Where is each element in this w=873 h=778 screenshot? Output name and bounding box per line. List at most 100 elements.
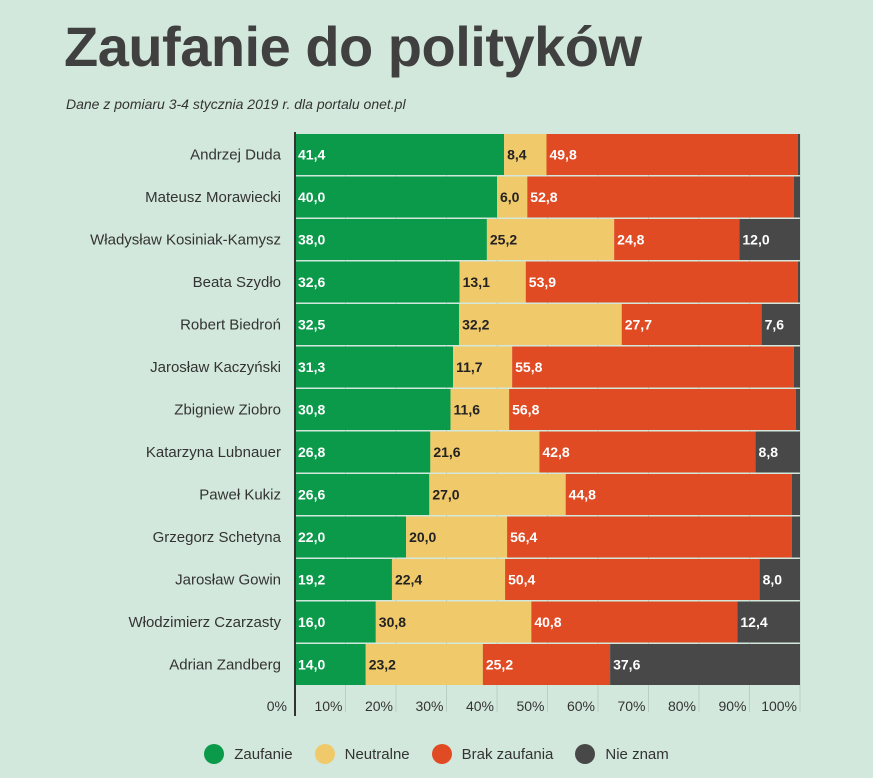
x-tick-label: 0% [267,698,287,714]
value-label-brak-zaufania-pawel-kukiz: 44,8 [569,487,596,503]
value-label-brak-zaufania-andrzej-duda: 49,8 [549,147,576,163]
bar-nie-znam-andrzej-duda [797,134,800,175]
value-label-brak-zaufania-zbigniew-ziobro: 56,8 [512,402,539,418]
category-label-andrzej-duda: Andrzej Duda [190,147,282,164]
bar-brak-zaufania-robert-biedron [621,304,762,345]
bar-brak-zaufania-katarzyna-lubnauer [539,431,756,473]
category-label-jaroslaw-gowin: Jarosław Gowin [175,572,281,589]
value-label-brak-zaufania-wlodzimierz-czarzasty: 40,8 [534,614,561,630]
value-label-zaufanie-adrian-zandberg: 14,0 [298,657,325,673]
bar-neutralne-jaroslaw-gowin [391,559,506,600]
value-label-zaufanie-mateusz-morawiecki: 40,0 [298,189,325,205]
category-label-robert-biedron: Robert Biedroń [180,317,281,334]
bar-neutralne-grzegorz-schetyna [406,516,508,558]
bar-nie-znam-wladyslaw-kosiniak-kamysz [739,219,800,260]
value-label-neutralne-zbigniew-ziobro: 11,6 [454,402,481,418]
value-label-zaufanie-wlodzimierz-czarzasty: 16,0 [298,614,325,630]
legend-item-neutralne: Neutralne [314,744,410,764]
legend-label-neutralne: Neutralne [344,745,410,763]
category-label-grzegorz-schetyna: Grzegorz Schetyna [153,529,282,546]
value-label-brak-zaufania-wladyslaw-kosiniak-kamysz: 24,8 [617,232,644,248]
bar-zaufanie-beata-szydlo [295,261,460,303]
value-label-brak-zaufania-beata-szydlo: 53,9 [529,274,556,290]
chart-legend: Zaufanie Neutralne Brak zaufania Nie zna… [0,744,873,764]
bar-nie-znam-katarzyna-lubnauer [755,431,800,473]
value-label-brak-zaufania-adrian-zandberg: 25,2 [486,657,513,673]
value-label-brak-zaufania-robert-biedron: 27,7 [625,317,652,333]
value-label-nie-znam-wladyslaw-kosiniak-kamysz: 12,0 [742,232,769,248]
value-label-brak-zaufania-mateusz-morawiecki: 52,8 [530,189,557,205]
bar-nie-znam-jaroslaw-kaczynski [793,346,800,388]
bar-neutralne-robert-biedron [459,304,622,345]
value-label-brak-zaufania-katarzyna-lubnauer: 42,8 [542,444,569,460]
bar-brak-zaufania-pawel-kukiz [565,474,792,515]
x-tick-label: 100% [761,698,797,714]
legend-item-brak-zaufania: Brak zaufania [431,744,553,764]
bar-nie-znam-zbigniew-ziobro [795,389,800,430]
chart-title: Zaufanie do polityków [64,15,642,78]
bar-zaufanie-andrzej-duda [295,134,505,175]
x-tick-label: 40% [466,698,494,714]
value-label-neutralne-robert-biedron: 32,2 [462,317,489,333]
value-label-zaufanie-pawel-kukiz: 26,6 [298,487,325,503]
value-label-nie-znam-robert-biedron: 7,6 [765,317,785,333]
bar-zaufanie-jaroslaw-kaczynski [295,346,454,388]
value-label-neutralne-andrzej-duda: 8,4 [507,147,527,163]
value-label-neutralne-pawel-kukiz: 27,0 [432,487,459,503]
bar-brak-zaufania-mateusz-morawiecki [527,176,794,218]
bar-brak-zaufania-grzegorz-schetyna [507,516,792,558]
value-label-neutralne-wlodzimierz-czarzasty: 30,8 [379,614,406,630]
value-label-zaufanie-zbigniew-ziobro: 30,8 [298,402,325,418]
bar-neutralne-katarzyna-lubnauer [430,431,540,473]
value-label-zaufanie-katarzyna-lubnauer: 26,8 [298,444,325,460]
x-tick-label: 20% [365,698,393,714]
value-label-neutralne-beata-szydlo: 13,1 [463,274,490,290]
bar-neutralne-mateusz-morawiecki [497,176,528,218]
value-label-zaufanie-andrzej-duda: 41,4 [298,147,325,163]
bar-zaufanie-robert-biedron [295,304,460,345]
bar-neutralne-zbigniew-ziobro [450,389,510,430]
legend-item-nie-znam: Nie znam [575,744,669,764]
legend-swatch-zaufanie [204,744,225,764]
category-label-wladyslaw-kosiniak-kamysz: Władysław Kosiniak-Kamysz [90,232,281,249]
bar-zaufanie-katarzyna-lubnauer [295,431,431,473]
category-label-mateusz-morawiecki: Mateusz Morawiecki [145,189,281,206]
value-label-zaufanie-grzegorz-schetyna: 22,0 [298,529,325,545]
bar-zaufanie-grzegorz-schetyna [295,516,407,558]
value-label-neutralne-jaroslaw-gowin: 22,4 [395,572,422,588]
category-label-katarzyna-lubnauer: Katarzyna Lubnauer [146,444,281,461]
bar-neutralne-wladyslaw-kosiniak-kamysz [486,219,615,260]
category-label-zbigniew-ziobro: Zbigniew Ziobro [174,402,281,419]
bar-zaufanie-wladyslaw-kosiniak-kamysz [295,219,487,260]
bar-zaufanie-jaroslaw-gowin [295,559,392,600]
bar-neutralne-adrian-zandberg [365,644,483,685]
value-label-neutralne-wladyslaw-kosiniak-kamysz: 25,2 [490,232,517,248]
bar-neutralne-beata-szydlo [459,261,526,303]
bar-zaufanie-mateusz-morawiecki [295,176,497,218]
bar-brak-zaufania-zbigniew-ziobro [509,389,796,430]
bar-neutralne-wlodzimierz-czarzasty [375,601,532,643]
value-label-zaufanie-robert-biedron: 32,5 [298,317,325,333]
chart-subtitle: Dane z pomiaru 3-4 stycznia 2019 r. dla … [66,96,406,112]
bar-nie-znam-jaroslaw-gowin [759,559,800,600]
value-label-zaufanie-jaroslaw-gowin: 19,2 [298,572,325,588]
bar-zaufanie-pawel-kukiz [295,474,430,515]
bar-brak-zaufania-adrian-zandberg [482,644,611,685]
bar-brak-zaufania-wladyslaw-kosiniak-kamysz [614,219,740,260]
value-label-zaufanie-jaroslaw-kaczynski: 31,3 [298,359,325,375]
bar-nie-znam-beata-szydlo [797,261,800,303]
bar-nie-znam-robert-biedron [761,304,800,345]
x-tick-label: 90% [718,698,746,714]
category-label-beata-szydlo: Beata Szydło [193,274,281,291]
bar-nie-znam-pawel-kukiz [791,474,800,515]
value-label-neutralne-jaroslaw-kaczynski: 11,7 [456,359,483,375]
value-label-brak-zaufania-jaroslaw-gowin: 50,4 [508,572,535,588]
value-label-neutralne-adrian-zandberg: 23,2 [369,657,396,673]
value-label-nie-znam-adrian-zandberg: 37,6 [613,657,640,673]
legend-item-zaufanie: Zaufanie [204,744,293,764]
value-label-neutralne-grzegorz-schetyna: 20,0 [409,529,436,545]
category-label-pawel-kukiz: Paweł Kukiz [199,487,281,504]
bar-neutralne-jaroslaw-kaczynski [453,346,513,388]
category-label-adrian-zandberg: Adrian Zandberg [169,657,281,674]
value-label-brak-zaufania-grzegorz-schetyna: 56,4 [510,529,537,545]
